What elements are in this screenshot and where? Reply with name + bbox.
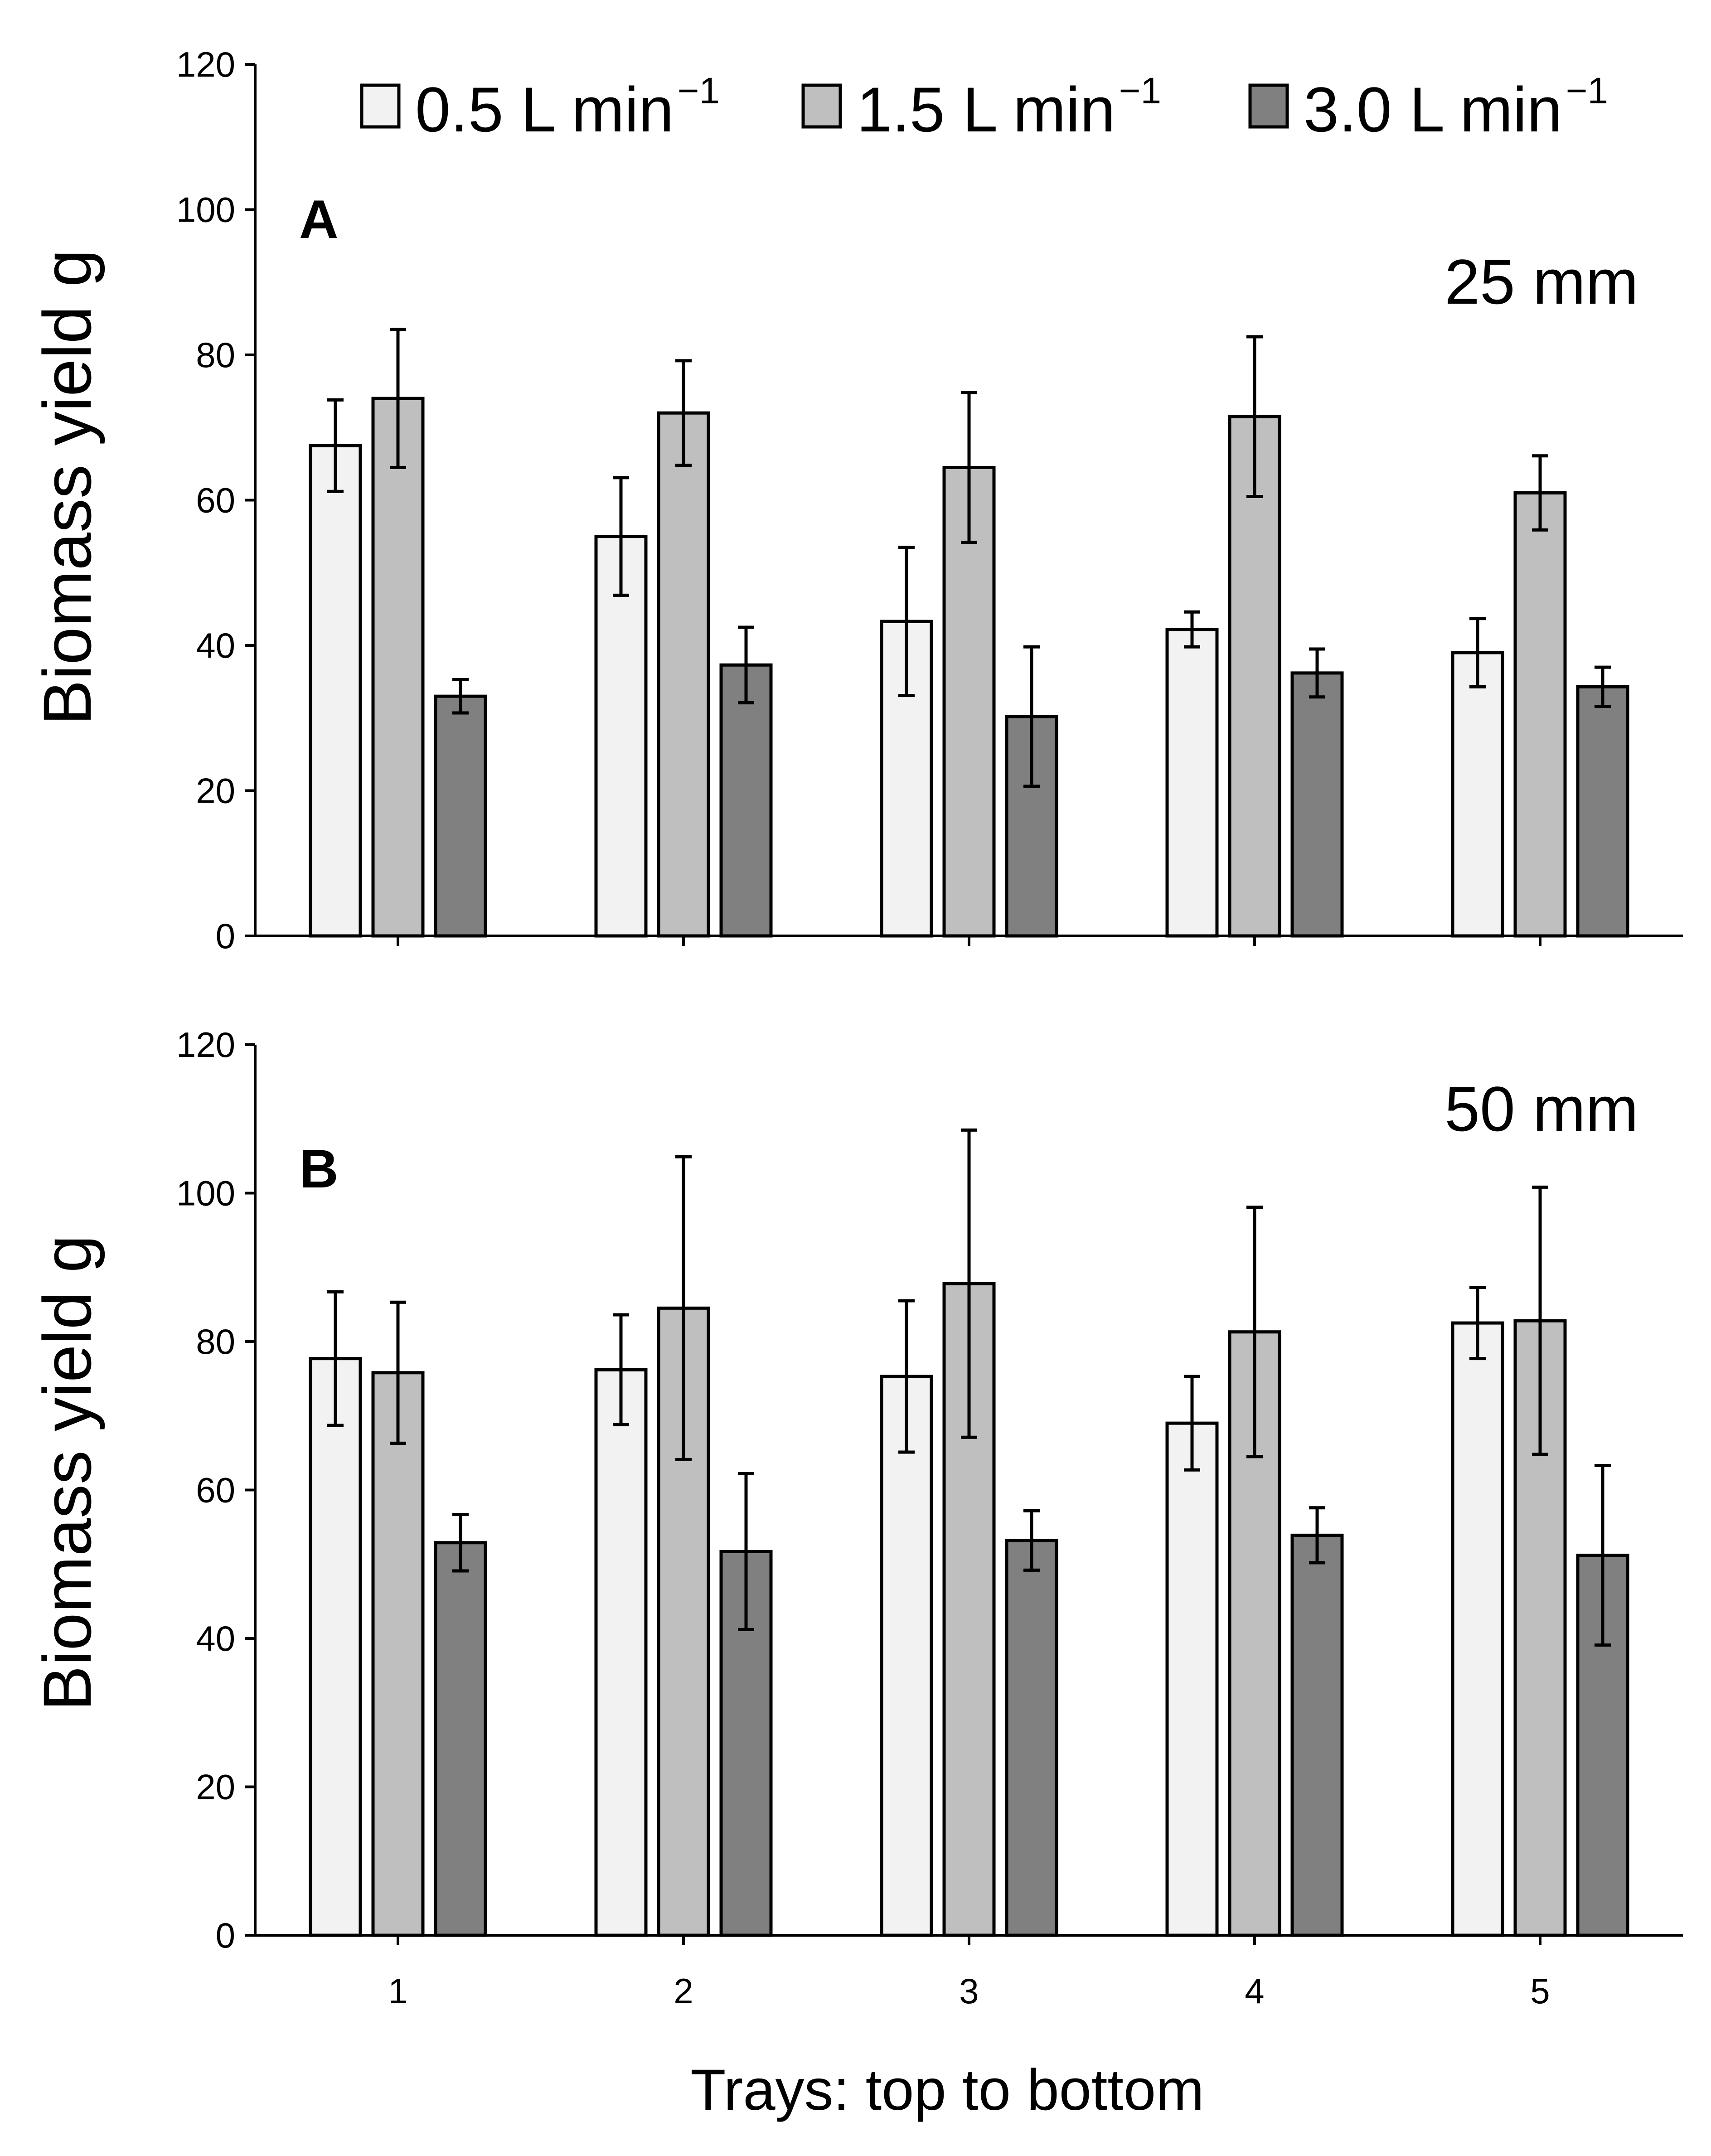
panel-b-y-tick-label: 120 — [176, 1025, 235, 1065]
panel-a-y-tick-label: 60 — [196, 480, 235, 520]
panel-a-y-tick-label: 0 — [216, 916, 235, 956]
panel-b-xlabel: Trays: top to bottom — [690, 2058, 1204, 2122]
panel-a-letter: A — [299, 189, 339, 250]
panel-b-error-bar — [1184, 1375, 1200, 1472]
panel-b-y-tick-label: 60 — [196, 1470, 235, 1510]
panel-a-plot: 0 20 40 60 80 100 120 — [176, 44, 1683, 956]
panel-a-bar — [1228, 415, 1281, 938]
panel-b-y-tick-label: 20 — [196, 1767, 235, 1807]
panel-a-bar — [309, 444, 362, 938]
panel-a: A 25 mm Biomass yield g 0 20 40 60 80 100 120 — [29, 44, 1683, 956]
panel-b-annotation: 50 mm — [1444, 1073, 1638, 1144]
panel-a-y-tick-label: 100 — [176, 190, 235, 230]
panel-b-error-bar — [961, 1128, 977, 1439]
panel-b-error-bar — [1309, 1506, 1325, 1565]
panel-b-bar — [594, 1368, 648, 1937]
panel-a-error-bar — [1532, 454, 1548, 532]
legend-label-text: 1.5 L min — [857, 74, 1115, 145]
panel-a-error-bar — [1184, 610, 1200, 649]
panel-a-error-bar — [1469, 617, 1486, 688]
panel-b-bar — [309, 1357, 362, 1937]
panel-b-x-tick-label: 4 — [1245, 1971, 1264, 2011]
panel-b-bar — [434, 1541, 487, 1937]
legend-item: 0.5 L min−1 — [360, 70, 720, 145]
legend-label-text: 3.0 L min — [1304, 74, 1562, 145]
panel-b-error-bar — [738, 1472, 754, 1631]
legend-label-superscript: −1 — [1566, 70, 1609, 111]
panel-b-y-tick-label: 80 — [196, 1322, 235, 1361]
legend-label: 1.5 L min−1 — [857, 70, 1161, 145]
panel-b-plot: 0 20 40 60 80 100 120 1 2 3 4 5 — [176, 1025, 1683, 2011]
legend-swatch — [1248, 83, 1289, 129]
legend-label-text: 0.5 L min — [415, 74, 674, 145]
panel-b-error-bar — [675, 1155, 692, 1461]
panel-b-bar — [1005, 1539, 1058, 1937]
panel-a-y-tick-label: 120 — [176, 44, 235, 84]
panel-b-y-tick-label: 0 — [216, 1915, 235, 1955]
panel-a-bar — [1513, 491, 1567, 938]
panel-a-error-bar — [613, 476, 629, 597]
panel-a-error-bar — [1246, 335, 1263, 498]
panel-b-bar — [1451, 1321, 1504, 1937]
panel-a-y-tick-label: 80 — [196, 335, 235, 375]
panel-a-bar — [1165, 628, 1219, 938]
panel-b-x-tick-label: 2 — [674, 1971, 693, 2011]
legend-label-superscript: −1 — [1119, 70, 1162, 111]
panel-a-bar — [1451, 651, 1504, 938]
panel-b-error-bar — [1469, 1285, 1486, 1361]
legend-swatch — [801, 83, 842, 129]
panel-b-error-bar — [1023, 1509, 1040, 1572]
panel-a-bar — [942, 465, 996, 938]
legend-item: 3.0 L min−1 — [1248, 70, 1608, 145]
panel-b-error-bar — [327, 1290, 344, 1427]
panel-b: B 50 mm Biomass yield g Trays: top to bo… — [29, 1025, 1683, 2122]
panel-a-bar — [434, 694, 487, 938]
legend-label: 3.0 L min−1 — [1304, 70, 1608, 145]
panel-b-y-tick-label: 40 — [196, 1618, 235, 1658]
panel-a-error-bar — [898, 546, 915, 698]
panel-b-x-tick-label: 5 — [1530, 1971, 1550, 2011]
panel-a-bar — [1290, 671, 1344, 938]
panel-a-y-tick-label: 40 — [196, 625, 235, 665]
panel-b-bar — [371, 1371, 425, 1937]
panel-b-error-bar — [1246, 1206, 1263, 1458]
panel-b-y-tick-label: 100 — [176, 1173, 235, 1213]
panel-b-error-bar — [1532, 1185, 1548, 1456]
panel-a-error-bar — [452, 678, 469, 715]
panel-a-bar — [657, 411, 710, 938]
legend-label: 0.5 L min−1 — [415, 70, 720, 145]
panel-b-bar — [1290, 1533, 1344, 1937]
panel-b-ylabel: Biomass yield g — [29, 1235, 105, 1711]
panel-a-error-bar — [390, 328, 406, 469]
panel-b-error-bar — [898, 1299, 915, 1454]
panel-b-error-bar — [390, 1300, 406, 1445]
panel-a-y-tick-label: 20 — [196, 771, 235, 811]
panel-b-x-tick-label: 1 — [388, 1971, 407, 2011]
panel-a-error-bar — [1023, 645, 1040, 788]
panel-a-annotation: 25 mm — [1444, 246, 1638, 317]
panel-b-x-tick-label: 3 — [959, 1971, 979, 2011]
panel-a-error-bar — [1595, 665, 1611, 708]
panel-b-letter: B — [299, 1139, 339, 1199]
panel-a-error-bar — [961, 391, 977, 544]
panel-b-error-bar — [452, 1513, 469, 1573]
panel-b-error-bar — [1595, 1463, 1611, 1647]
panel-a-error-bar — [1309, 647, 1325, 699]
panel-a-bar — [1576, 685, 1629, 938]
legend-item: 1.5 L min−1 — [801, 70, 1161, 145]
panel-a-bar — [594, 535, 648, 938]
panel-a-error-bar — [675, 359, 692, 467]
panel-a-ylabel: Biomass yield g — [29, 249, 105, 725]
panel-a-error-bar — [738, 625, 754, 705]
panel-b-error-bar — [613, 1313, 629, 1426]
legend-label-superscript: −1 — [678, 70, 720, 111]
legend-swatch — [360, 83, 401, 129]
panel-a-bar — [371, 397, 425, 938]
panel-b-bar — [1165, 1421, 1219, 1937]
panel-a-error-bar — [327, 398, 344, 493]
legend: 0.5 L min−1 1.5 L min−1 3.0 L min−1 — [360, 70, 1608, 145]
panel-a-bar — [719, 663, 773, 938]
panel-b-bar — [880, 1375, 933, 1937]
